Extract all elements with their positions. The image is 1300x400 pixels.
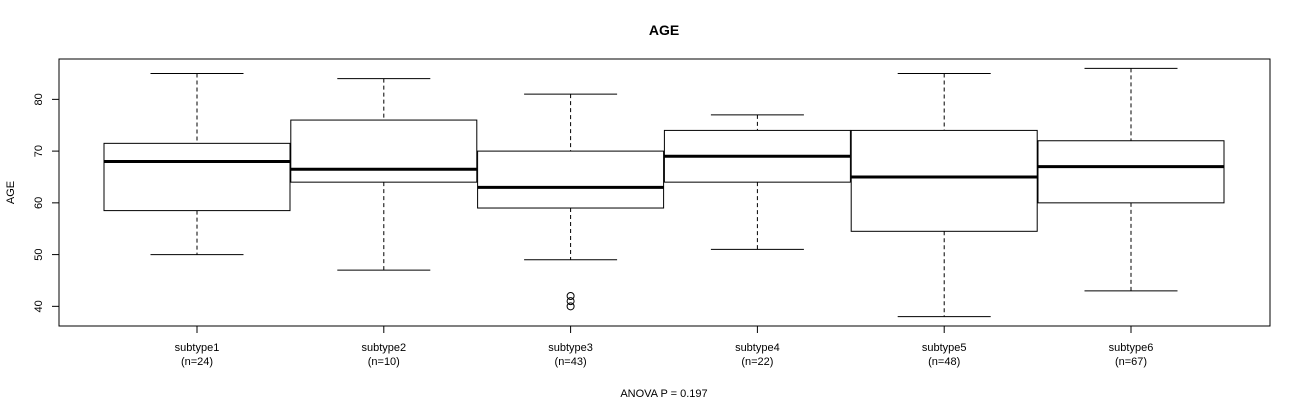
iqr-box (1037, 140, 1225, 204)
x-tick-count: (n=24) (181, 356, 213, 368)
box-subtype5 (850, 72, 1038, 318)
x-tick-count: (n=43) (555, 356, 587, 368)
x-axis-label: ANOVA P = 0.197 (620, 388, 707, 400)
y-axis: 40 50 60 70 80 (33, 93, 60, 312)
x-tick-count: (n=22) (741, 356, 773, 368)
x-tick-label: subtype5 (922, 342, 967, 354)
chart-title: AGE (649, 22, 679, 38)
box-subtype1 (103, 72, 291, 256)
x-tick-label: subtype3 (548, 342, 593, 354)
box-subtype4 (663, 114, 851, 250)
x-axis-labels: subtype1 (n=24) subtype2 (n=10) subtype3 (n=4… (175, 326, 1154, 368)
box-subtype3 (477, 93, 665, 311)
outlier-point (566, 302, 575, 311)
outlier-point (566, 297, 575, 306)
y-tick-label: 40 (33, 300, 45, 312)
boxes (103, 67, 1225, 318)
y-axis-label: AGE (5, 181, 17, 204)
x-tick-label: subtype6 (1109, 342, 1154, 354)
outlier-point (566, 291, 575, 300)
x-tick-label: subtype1 (175, 342, 220, 354)
x-tick-count: (n=67) (1115, 356, 1147, 368)
y-tick-label: 60 (33, 197, 45, 209)
iqr-box (850, 129, 1038, 232)
iqr-box (290, 119, 478, 183)
x-tick-count: (n=48) (928, 356, 960, 368)
y-tick-label: 50 (33, 248, 45, 260)
x-tick-count: (n=10) (368, 356, 400, 368)
y-tick-label: 80 (33, 93, 45, 105)
iqr-box (103, 142, 291, 212)
box-subtype2 (290, 78, 478, 271)
x-tick-label: subtype2 (361, 342, 406, 354)
iqr-box (477, 150, 665, 209)
y-tick-label: 70 (33, 145, 45, 157)
box-subtype6 (1037, 67, 1225, 292)
x-tick-label: subtype4 (735, 342, 780, 354)
